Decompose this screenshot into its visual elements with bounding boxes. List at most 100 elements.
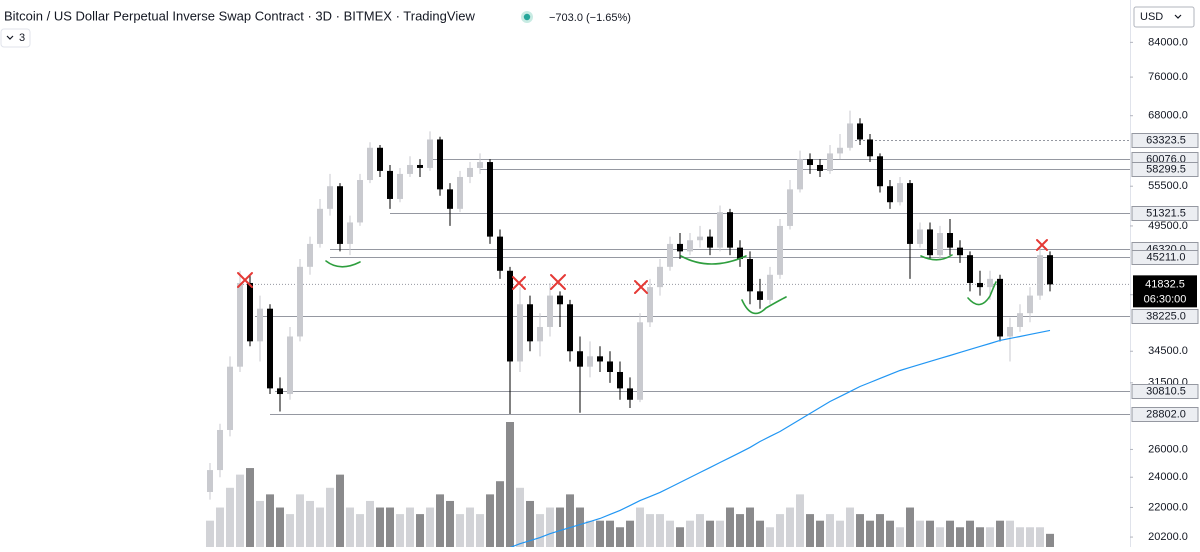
- cross: [237, 272, 253, 288]
- level-box: [1131, 162, 1199, 177]
- interval-value: 3: [19, 32, 25, 44]
- interval-picker[interactable]: [0, 28, 31, 48]
- candle-body: [1047, 255, 1053, 285]
- volume-bar: [716, 520, 724, 547]
- candle-body: [277, 388, 283, 395]
- candle-body: [787, 189, 793, 226]
- y-tick-label: 76000.0: [1148, 71, 1188, 83]
- volume-bar: [1016, 527, 1024, 547]
- candle-body: [1027, 295, 1033, 314]
- volume-bar: [696, 514, 704, 547]
- volume-bar: [906, 507, 914, 547]
- candle-body: [377, 147, 383, 171]
- candle-body: [347, 222, 353, 244]
- level-label: 45211.0: [1147, 251, 1186, 263]
- volume-bar: [616, 527, 624, 547]
- candle-body: [517, 304, 523, 362]
- candle-body: [677, 243, 683, 252]
- volume-bar: [606, 520, 614, 547]
- volume-bar: [706, 520, 714, 547]
- level-box: [1131, 250, 1199, 265]
- candle-body: [987, 278, 993, 288]
- volume-bar: [866, 520, 874, 547]
- level-label: 38225.0: [1146, 310, 1186, 322]
- curve: [920, 254, 953, 261]
- volume-bar: [876, 514, 884, 547]
- level-label: 51321.5: [1146, 207, 1186, 219]
- candle-body: [757, 291, 763, 300]
- candle-body: [337, 186, 343, 244]
- volume-bar: [466, 507, 474, 547]
- volume-bar: [576, 507, 584, 547]
- y-tick-label: 55500.0: [1148, 180, 1188, 192]
- candle-body: [877, 156, 883, 187]
- volume-bar: [566, 494, 574, 547]
- volume-bar: [796, 494, 804, 547]
- candle-body: [767, 274, 773, 300]
- candle-body: [577, 351, 583, 367]
- volume-bar: [286, 514, 294, 547]
- volume-bar: [936, 527, 944, 547]
- volume-bar: [316, 507, 324, 547]
- candle-body: [547, 295, 553, 327]
- chevron: [1174, 14, 1182, 19]
- volume-bar: [296, 494, 304, 547]
- ma-layer: [509, 329, 1051, 549]
- volume-bar: [266, 494, 274, 547]
- candle-body: [597, 356, 603, 362]
- title: Bitcoin / US Dollar Perpetual Inverse Sw…: [4, 8, 475, 23]
- volume-bar: [336, 474, 344, 547]
- candle-body: [917, 229, 923, 244]
- level-box: [1131, 206, 1199, 221]
- volume-bar: [736, 514, 744, 547]
- cross: [634, 280, 648, 294]
- volume-bar: [506, 422, 514, 547]
- candle-body: [457, 176, 463, 209]
- candle-body: [797, 159, 803, 190]
- volume-bar: [216, 507, 224, 547]
- candle-body: [367, 147, 373, 181]
- candle-body: [867, 139, 873, 157]
- status-dot: [523, 13, 531, 21]
- volume-bar: [236, 474, 244, 547]
- candle-body: [977, 282, 983, 288]
- candle-body: [907, 183, 913, 244]
- candle-body: [727, 212, 733, 248]
- last-price-bg: [1133, 275, 1197, 308]
- candle-body: [357, 180, 363, 223]
- annotations: [237, 239, 1048, 315]
- currency-picker[interactable]: [1133, 6, 1195, 28]
- curve: [967, 281, 997, 306]
- y-tick-label: 84000.0: [1148, 36, 1188, 48]
- candle-body: [617, 371, 623, 389]
- volume-bar: [326, 487, 334, 547]
- volume-bar: [436, 494, 444, 547]
- candle-body: [447, 189, 453, 209]
- candle-body: [927, 229, 933, 256]
- candle-body: [997, 278, 1003, 337]
- last-price-box: 41832.5 06:30:00: [1133, 275, 1197, 308]
- last-price: 41832.5: [1145, 278, 1185, 290]
- volume-bar: [896, 527, 904, 547]
- volume-bar: [1036, 527, 1044, 547]
- candle-body: [697, 236, 703, 241]
- candle-body: [887, 186, 893, 203]
- candle-body: [327, 186, 333, 209]
- candle-body: [487, 162, 493, 237]
- volume-bar: [996, 520, 1004, 547]
- volume-bar: [686, 520, 694, 547]
- candle-body: [807, 159, 813, 165]
- currency: USD: [1140, 11, 1163, 23]
- volume-bar: [1046, 533, 1054, 547]
- green-curves: [325, 254, 997, 315]
- volume-bar: [486, 494, 494, 547]
- candle-body: [387, 170, 393, 199]
- candle-body: [687, 240, 693, 252]
- volume-bar: [756, 520, 764, 547]
- candle-body: [747, 259, 753, 292]
- candle-body: [217, 429, 223, 471]
- volume-bar: [446, 500, 454, 547]
